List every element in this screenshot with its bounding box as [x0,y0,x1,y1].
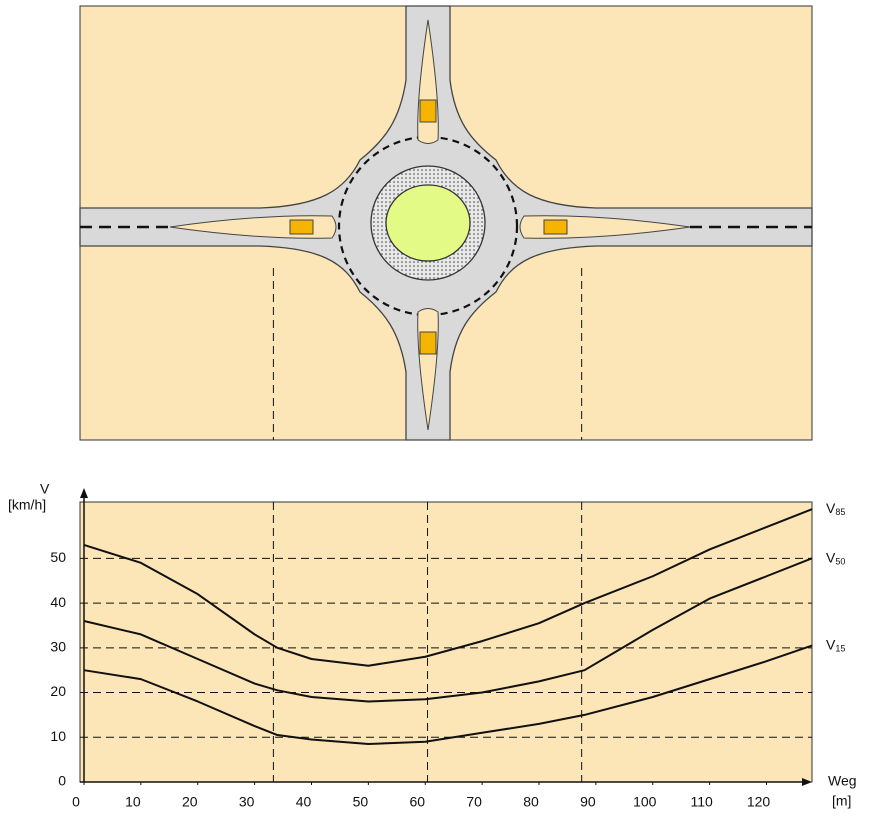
y-axis-arrow [80,488,88,498]
y-tick-label: 40 [50,594,66,610]
y-axis-unit: [km/h] [8,497,46,513]
x-axis-label: Weg [828,773,857,789]
y-axis-label: V [40,481,50,497]
x-tick-label: 80 [523,794,539,810]
series-label: V15 [826,636,845,654]
crossing [420,100,436,122]
x-tick-label: 50 [353,794,369,810]
x-tick-label: 10 [125,794,141,810]
y-tick-label: 10 [50,728,66,744]
x-tick-label: 40 [296,794,312,810]
x-tick-label: 100 [633,794,657,810]
x-tick-label: 30 [239,794,255,810]
x-tick-label: 60 [409,794,425,810]
plot-area [80,502,812,782]
x-tick-label: 0 [72,794,80,810]
x-tick-label: 20 [182,794,198,810]
x-axis-unit: [m] [832,793,851,809]
x-tick-label: 110 [690,794,713,810]
central-island [386,185,470,261]
x-tick-label: 120 [747,794,771,810]
y-tick-label: 20 [50,683,66,699]
roundabout-diagram [80,6,812,440]
crossing [290,220,313,234]
series-label: V85 [826,500,845,518]
page: V [km/h] Weg [m] 0 10 20 30 40 50 0 10 20 30 40 50 6… [0,0,871,816]
x-tick-label: 70 [466,794,482,810]
y-tick-label: 30 [50,639,66,655]
x-tick-label: 90 [580,794,596,810]
y-tick-label: 0 [58,773,66,789]
crossing [544,220,567,234]
series-label: V50 [826,549,845,567]
y-tick-label: 50 [50,549,66,565]
crossing [420,332,436,354]
